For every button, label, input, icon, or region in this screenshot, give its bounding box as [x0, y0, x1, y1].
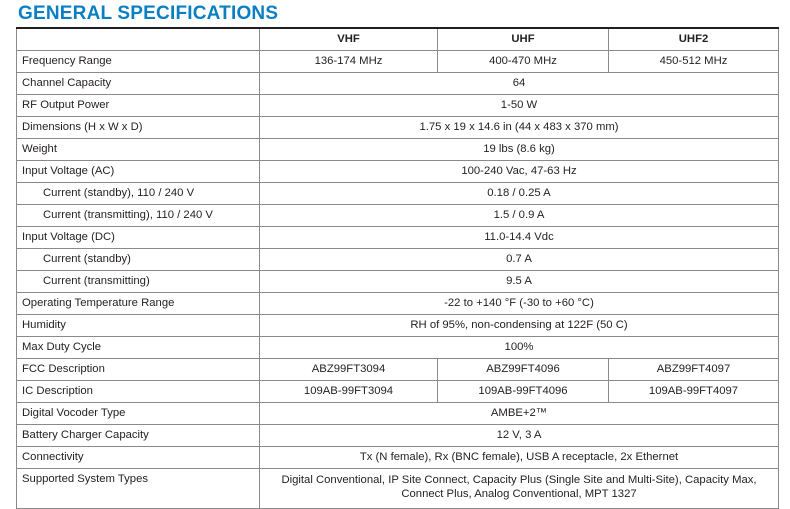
- row-label: Digital Vocoder Type: [16, 402, 260, 425]
- row-label: RF Output Power: [16, 94, 260, 117]
- row-label: Current (transmitting): [16, 270, 260, 293]
- row-label: Input Voltage (DC): [16, 226, 260, 249]
- row-value: -22 to +140 °F (-30 to +60 °C): [259, 292, 779, 315]
- row-value-uhf2: 450-512 MHz: [608, 50, 779, 73]
- row-value: 1.75 x 19 x 14.6 in (44 x 483 x 370 mm): [259, 116, 779, 139]
- row-value-uhf: ABZ99FT4096: [437, 358, 609, 381]
- row-label: Current (standby): [16, 248, 260, 271]
- header-uhf: UHF: [437, 27, 609, 51]
- table-row: Digital Vocoder Type AMBE+2™: [16, 402, 779, 425]
- row-value: 1.5 / 0.9 A: [259, 204, 779, 227]
- table-row: Supported System Types Digital Conventio…: [16, 468, 779, 509]
- header-row: VHF UHF UHF2: [16, 27, 779, 51]
- table-row: Channel Capacity 64: [16, 72, 779, 95]
- row-value: 64: [259, 72, 779, 95]
- row-value-uhf2: 109AB-99FT4097: [608, 380, 779, 403]
- row-value: AMBE+2™: [259, 402, 779, 425]
- row-label: Max Duty Cycle: [16, 336, 260, 359]
- row-label: Humidity: [16, 314, 260, 337]
- row-value: 12 V, 3 A: [259, 424, 779, 447]
- table-row: Battery Charger Capacity 12 V, 3 A: [16, 424, 779, 447]
- table-row: Frequency Range 136-174 MHz 400-470 MHz …: [16, 50, 779, 73]
- table-row: Input Voltage (DC) 11.0-14.4 Vdc: [16, 226, 779, 249]
- row-value: RH of 95%, non-condensing at 122F (50 C): [259, 314, 779, 337]
- row-value-vhf: ABZ99FT3094: [259, 358, 438, 381]
- table-row: Current (transmitting), 110 / 240 V 1.5 …: [16, 204, 779, 227]
- row-label: Frequency Range: [16, 50, 260, 73]
- row-value: 19 lbs (8.6 kg): [259, 138, 779, 161]
- row-value-uhf2: ABZ99FT4097: [608, 358, 779, 381]
- table-row: Input Voltage (AC) 100-240 Vac, 47-63 Hz: [16, 160, 779, 183]
- row-label: Connectivity: [16, 446, 260, 469]
- row-value-uhf: 400-470 MHz: [437, 50, 609, 73]
- header-uhf2: UHF2: [608, 27, 779, 51]
- table-row: Weight 19 lbs (8.6 kg): [16, 138, 779, 161]
- table-row: Max Duty Cycle 100%: [16, 336, 779, 359]
- header-label-cell: [16, 27, 260, 51]
- row-label: Operating Temperature Range: [16, 292, 260, 315]
- section-title: GENERAL SPECIFICATIONS: [18, 3, 279, 24]
- row-label: Supported System Types: [16, 468, 260, 509]
- spec-table: VHF UHF UHF2 Frequency Range 136-174 MHz…: [16, 27, 779, 509]
- table-row: Connectivity Tx (N female), Rx (BNC fema…: [16, 446, 779, 469]
- table-row: Current (standby) 0.7 A: [16, 248, 779, 271]
- row-label: FCC Description: [16, 358, 260, 381]
- table-row: Humidity RH of 95%, non-condensing at 12…: [16, 314, 779, 337]
- table-row: Dimensions (H x W x D) 1.75 x 19 x 14.6 …: [16, 116, 779, 139]
- header-vhf: VHF: [259, 27, 438, 51]
- row-label: Input Voltage (AC): [16, 160, 260, 183]
- row-value: 0.7 A: [259, 248, 779, 271]
- row-value-vhf: 109AB-99FT3094: [259, 380, 438, 403]
- table-row: Current (standby), 110 / 240 V 0.18 / 0.…: [16, 182, 779, 205]
- row-label: Dimensions (H x W x D): [16, 116, 260, 139]
- row-value: 1-50 W: [259, 94, 779, 117]
- row-label: IC Description: [16, 380, 260, 403]
- row-value: 9.5 A: [259, 270, 779, 293]
- row-label: Battery Charger Capacity: [16, 424, 260, 447]
- row-value: 11.0-14.4 Vdc: [259, 226, 779, 249]
- row-label: Current (transmitting), 110 / 240 V: [16, 204, 260, 227]
- table-row: Operating Temperature Range -22 to +140 …: [16, 292, 779, 315]
- row-value: Tx (N female), Rx (BNC female), USB A re…: [259, 446, 779, 469]
- table-row: FCC Description ABZ99FT3094 ABZ99FT4096 …: [16, 358, 779, 381]
- table-row: RF Output Power 1-50 W: [16, 94, 779, 117]
- row-value-uhf: 109AB-99FT4096: [437, 380, 609, 403]
- row-label: Current (standby), 110 / 240 V: [16, 182, 260, 205]
- row-value-vhf: 136-174 MHz: [259, 50, 438, 73]
- table-row: IC Description 109AB-99FT3094 109AB-99FT…: [16, 380, 779, 403]
- row-label: Weight: [16, 138, 260, 161]
- row-label: Channel Capacity: [16, 72, 260, 95]
- table-row: Current (transmitting) 9.5 A: [16, 270, 779, 293]
- row-value: 100-240 Vac, 47-63 Hz: [259, 160, 779, 183]
- row-value: Digital Conventional, IP Site Connect, C…: [259, 468, 779, 509]
- row-value: 0.18 / 0.25 A: [259, 182, 779, 205]
- row-value: 100%: [259, 336, 779, 359]
